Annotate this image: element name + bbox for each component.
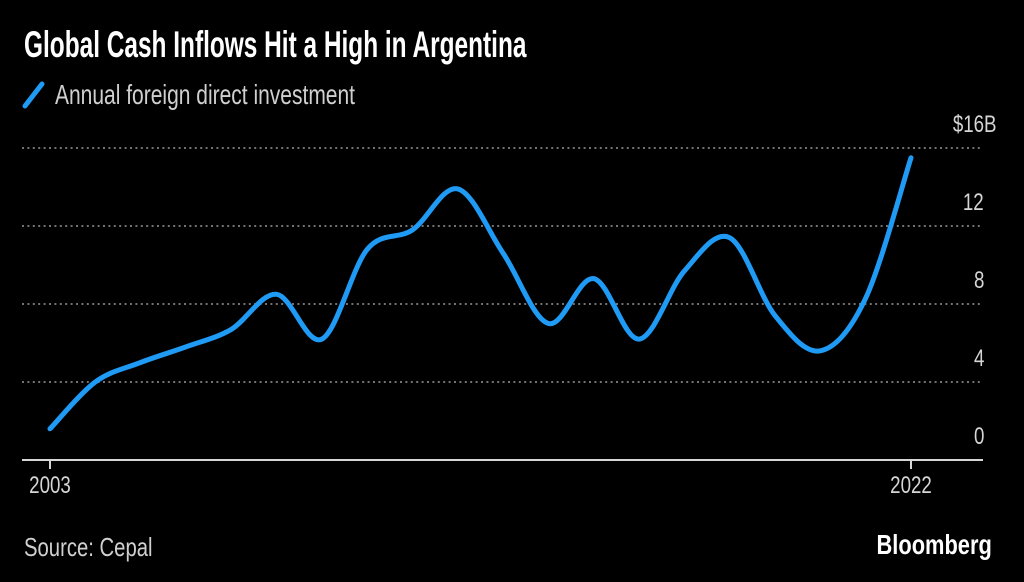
- line-swatch-icon: [22, 81, 45, 109]
- bloomberg-logo: Bloomberg: [876, 529, 992, 560]
- legend: Annual foreign direct investment: [22, 80, 455, 110]
- legend-label: Annual foreign direct investment: [55, 79, 355, 110]
- chart-title: Global Cash Inflows Hit a High in Argent…: [24, 24, 527, 65]
- source-label: Source: Cepal: [24, 532, 153, 562]
- fdi-line-series: [47, 155, 914, 432]
